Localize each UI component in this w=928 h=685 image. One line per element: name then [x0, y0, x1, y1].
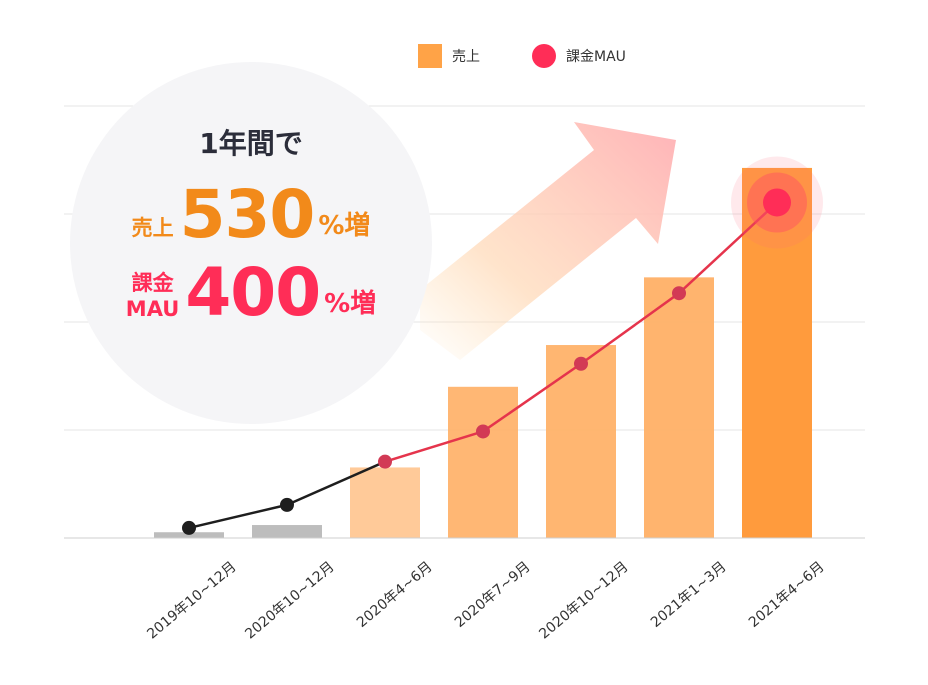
x-tick-label: 2020年4~6月	[354, 559, 436, 631]
mau-point	[476, 424, 490, 439]
sales-growth-suffix: %増	[318, 211, 371, 241]
mau-growth-suffix: %増	[324, 289, 377, 319]
legend-item-sales: 売上	[418, 44, 480, 68]
sales-bar	[252, 525, 322, 538]
legend-swatch-sales	[418, 44, 442, 68]
mau-growth-label: 課金 MAU	[126, 270, 180, 322]
mau-growth-label-line1: 課金	[131, 271, 174, 295]
x-tick-label: 2021年4~6月	[746, 559, 828, 631]
sales-growth-label: 売上	[131, 216, 174, 240]
sales-bar	[742, 167, 812, 539]
x-tick-label: 2021年1~3月	[648, 559, 730, 631]
mau-point	[763, 188, 791, 217]
sales-bar	[154, 532, 224, 538]
x-tick-labels: 2019年10~12月 2020年10~12月 2020年4~6月 2020年7~9月…	[144, 559, 827, 643]
mau-point	[378, 454, 392, 469]
mau-line-segment	[580, 292, 680, 365]
mau-line-segment	[188, 503, 288, 530]
x-tick-label: 2020年10~12月	[242, 559, 337, 643]
chart-legend: 売上 課金MAU	[418, 44, 678, 68]
x-tick-label: 2019年10~12月	[144, 559, 239, 643]
mau-point	[182, 520, 196, 535]
legend-label-mau: 課金MAU	[566, 49, 626, 65]
sales-growth-stat: 売上 530 %増	[70, 180, 432, 250]
sales-growth-value: 530	[179, 176, 316, 253]
legend-swatch-mau	[532, 44, 556, 68]
mau-growth-label-line2: MAU	[125, 297, 180, 321]
mau-line-segment	[384, 430, 484, 463]
x-tick-label: 2020年7~9月	[452, 559, 534, 631]
sales-bar	[350, 467, 420, 538]
mau-point	[574, 356, 588, 371]
mau-growth-value: 400	[185, 254, 321, 331]
mau-line-segment	[286, 460, 386, 507]
legend-item-mau: 課金MAU	[532, 44, 626, 68]
sales-bars	[154, 167, 812, 539]
sales-bar	[644, 277, 714, 538]
sales-bar	[448, 386, 518, 538]
mau-point	[672, 286, 686, 301]
mau-line	[182, 156, 823, 535]
mau-growth-stat: 課金 MAU 400 %増	[70, 258, 432, 328]
highlight-bubble: 1年間で 売上 530 %増 課金 MAU 400 %増	[70, 62, 432, 424]
highlight-title: 1年間で	[199, 127, 303, 160]
mau-line-segment	[678, 201, 778, 295]
sales-bar	[546, 345, 616, 538]
growth-arrow-graphic	[420, 122, 676, 360]
mau-line-segment	[482, 362, 582, 433]
legend-label-sales: 売上	[452, 49, 480, 65]
mau-point	[280, 497, 294, 512]
x-tick-label: 2020年10~12月	[536, 559, 631, 643]
